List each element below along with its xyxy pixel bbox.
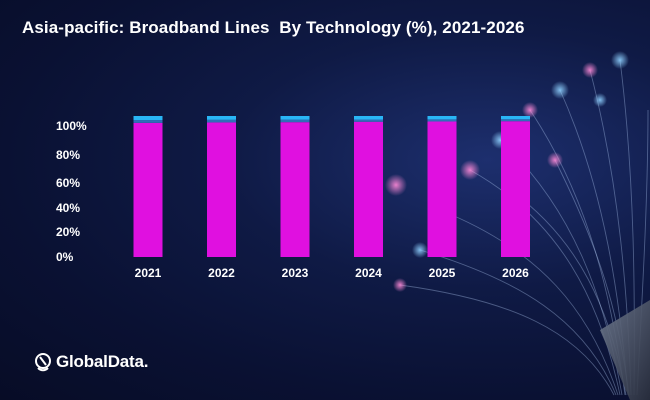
x-tick-label: 2023 <box>282 266 309 280</box>
chart-title: Asia-pacific: Broadband Lines By Technol… <box>22 18 525 37</box>
bar-segment-2025-2 <box>427 119 457 122</box>
x-tick-label: 2024 <box>355 266 382 280</box>
bar-segment-2021-2 <box>133 120 163 123</box>
bar-segment-2024-2 <box>354 119 383 122</box>
bar-segment-2023-1 <box>280 122 310 257</box>
x-tick-label: 2026 <box>502 266 529 280</box>
bar-segment-2026-1 <box>501 121 530 258</box>
y-tick-label: 100% <box>56 119 87 133</box>
y-tick-label: 0% <box>56 250 74 264</box>
globaldata-logo-icon <box>35 353 51 372</box>
fiber-cable <box>600 300 650 400</box>
bar-segment-2026-2 <box>501 119 530 122</box>
brand-logo: GlobalData. <box>34 352 148 372</box>
bar-segment-2022-1 <box>207 122 236 257</box>
y-tick-label: 80% <box>56 148 80 162</box>
brand-name: GlobalData. <box>56 352 149 371</box>
bar-segment-2025-1 <box>427 121 457 257</box>
bar-top-cap-2022 <box>207 116 236 119</box>
x-tick-label: 2021 <box>135 266 162 280</box>
bar-segment-2024-1 <box>354 121 383 258</box>
bar-segment-2021-3 <box>133 118 163 121</box>
bar-segment-2022-2 <box>207 119 236 123</box>
bar-segment-2023-2 <box>280 119 310 123</box>
x-tick-label: 2025 <box>429 266 456 280</box>
bar-top-cap-2023 <box>280 116 310 119</box>
bar-top-cap-2021 <box>133 116 163 119</box>
y-tick-label: 20% <box>56 225 80 239</box>
y-tick-label: 40% <box>56 201 80 215</box>
y-tick-label: 60% <box>56 176 80 190</box>
bar-top-cap-2026 <box>501 116 530 119</box>
bar-segment-2021-1 <box>133 122 163 258</box>
bar-top-cap-2025 <box>427 116 457 119</box>
bar-top-cap-2024 <box>354 116 383 119</box>
x-tick-label: 2022 <box>208 266 235 280</box>
